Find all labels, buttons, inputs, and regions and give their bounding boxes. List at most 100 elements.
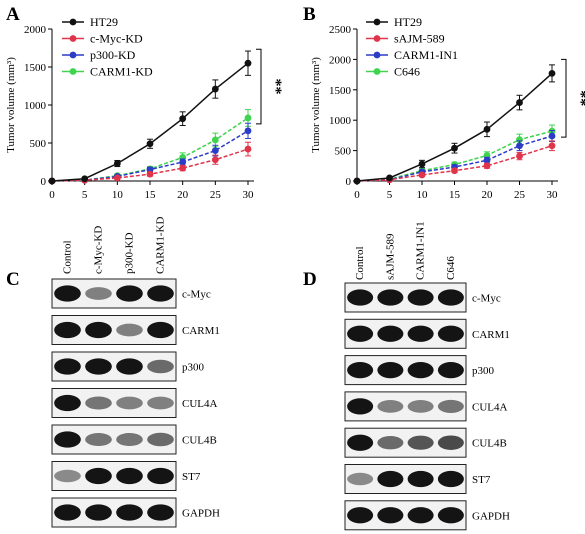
blot-band	[377, 400, 404, 413]
legend-marker	[69, 35, 77, 42]
data-point	[179, 164, 187, 172]
data-point	[113, 160, 121, 167]
protein-label: ST7	[182, 471, 201, 483]
blot-band	[437, 507, 464, 524]
legend-marker	[69, 18, 77, 26]
x-tick-label: 30	[547, 189, 559, 201]
series-line-2	[356, 135, 553, 182]
significance-bracket	[561, 58, 567, 138]
x-tick-label: 15	[145, 189, 157, 201]
panel-letter-a: A	[6, 4, 20, 25]
protein-label: CUL4B	[182, 435, 217, 447]
protein-label: GAPDH	[472, 510, 510, 522]
blot-band	[147, 359, 174, 374]
blot-band	[377, 289, 404, 306]
blot-band	[437, 399, 464, 413]
legend-marker	[69, 51, 77, 59]
blot-band	[85, 287, 112, 300]
chart-a: 0 500 1000 1500 2000 0 5 10 15 20 25 30 Tumor volume…	[5, 15, 284, 201]
data-point	[244, 145, 252, 153]
x-tick-label: 25	[210, 189, 222, 201]
blot-band	[407, 289, 434, 306]
data-point	[386, 174, 393, 182]
protein-label: p300	[472, 365, 495, 377]
blot-band	[347, 434, 374, 451]
x-tick-label: 10	[417, 189, 429, 201]
data-point	[113, 174, 121, 182]
data-point	[146, 170, 154, 178]
legend-label: p300-KD	[90, 48, 136, 62]
blot-band	[147, 396, 174, 410]
data-point	[48, 177, 56, 185]
data-point	[211, 147, 219, 155]
data-point	[451, 144, 458, 152]
blot-band	[54, 321, 81, 339]
y-tick-label: 500	[335, 146, 352, 158]
x-tick-label: 10	[112, 189, 124, 201]
panel-letter-c: C	[6, 269, 20, 290]
significance-label: **	[267, 79, 284, 95]
legend-marker	[69, 68, 77, 75]
lane-label: CARM1-IN1	[415, 221, 427, 280]
y-tick-label: 500	[30, 138, 47, 150]
data-point	[516, 99, 523, 106]
blot-band	[85, 467, 112, 485]
blot-band	[85, 504, 112, 521]
data-point	[211, 136, 219, 144]
blot-band	[407, 470, 434, 488]
blot-band	[347, 507, 374, 524]
blot-band	[377, 435, 404, 450]
x-tick-label: 15	[449, 189, 461, 201]
x-tick-label: 0	[354, 189, 360, 201]
blot-band	[147, 504, 174, 521]
blot-band	[147, 285, 174, 302]
legend-label: CARM1-IN1	[394, 48, 458, 62]
data-point	[179, 115, 187, 123]
x-tick-label: 30	[243, 189, 255, 201]
blot-band	[407, 435, 434, 450]
blot-band	[116, 323, 143, 337]
data-point	[211, 156, 219, 164]
data-point	[451, 167, 458, 175]
protein-label: c-Myc	[472, 293, 501, 305]
blot-band	[54, 394, 81, 412]
data-point	[244, 59, 252, 67]
blot-band	[116, 285, 143, 302]
panel-letter-b: B	[303, 4, 316, 25]
data-point	[483, 162, 491, 170]
legend-label: HT29	[90, 15, 118, 29]
legend-label: CARM1-KD	[90, 65, 153, 79]
blot-band	[116, 504, 143, 521]
blot-band	[116, 396, 143, 410]
legend-marker	[373, 35, 381, 42]
blot-band	[54, 285, 81, 302]
series-line-0	[51, 62, 249, 182]
y-tick-label: 1000	[329, 115, 352, 127]
data-point	[516, 142, 523, 150]
blot-band	[347, 398, 374, 415]
y-tick-label: 1500	[24, 62, 47, 74]
y-tick-label: 0	[41, 176, 47, 188]
protein-label: ST7	[472, 474, 491, 486]
data-point	[548, 142, 556, 150]
blot-band	[347, 472, 374, 486]
blot-band	[147, 432, 174, 447]
legend-label: HT29	[394, 15, 422, 29]
protein-label: c-Myc	[182, 289, 211, 301]
blot-band	[54, 504, 81, 521]
x-tick-label: 5	[387, 189, 393, 201]
significance-label: **	[572, 90, 585, 106]
blot-band	[147, 321, 174, 339]
x-tick-label: 0	[49, 189, 55, 201]
y-tick-label: 2500	[329, 24, 352, 36]
blot-band	[347, 289, 374, 306]
blot-band	[116, 358, 143, 375]
data-point	[483, 156, 491, 164]
legend-label: c-Myc-KD	[90, 32, 143, 46]
protein-label: GAPDH	[182, 508, 220, 520]
lane-label: CARM1-KD	[155, 216, 167, 274]
data-point	[418, 160, 426, 168]
blot-band	[54, 431, 81, 448]
y-axis-label: Tumor volume (mm³)	[5, 57, 17, 153]
significance-bracket	[256, 48, 262, 125]
